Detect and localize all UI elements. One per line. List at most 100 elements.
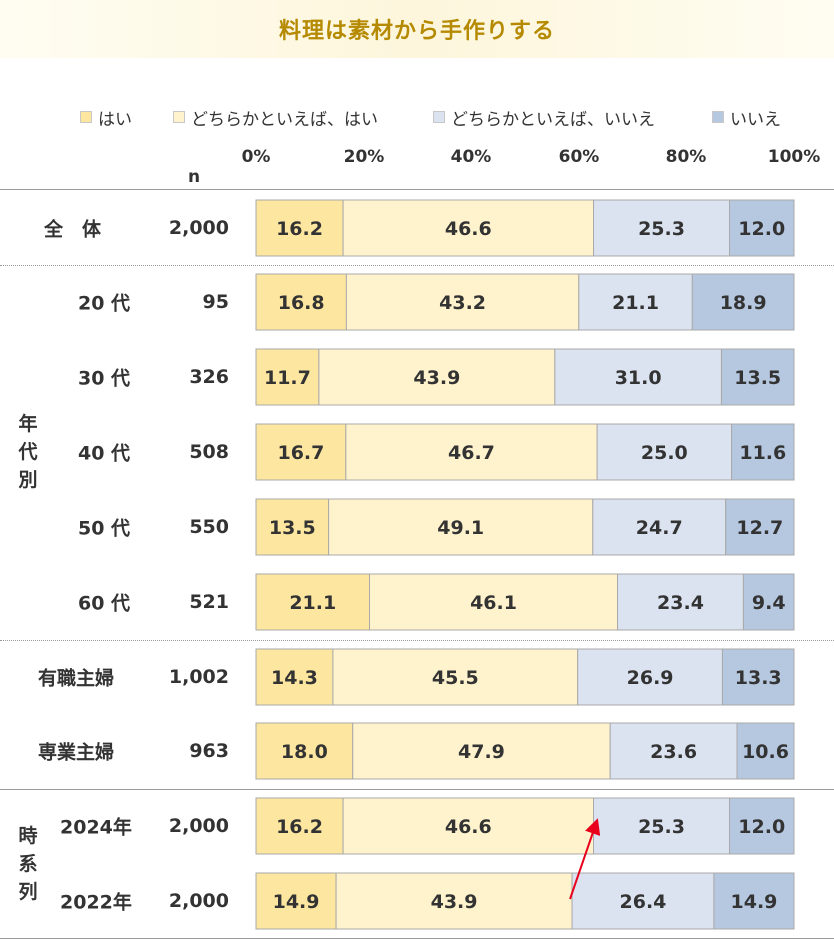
bar-segment xyxy=(617,573,744,631)
bar-segment xyxy=(691,273,795,331)
row-label: 20 代 xyxy=(78,292,131,315)
bar-value-label: 43.2 xyxy=(439,292,486,314)
bar-segment xyxy=(729,797,795,855)
bar-value-label: 46.6 xyxy=(445,218,492,240)
bar-value-label: 13.5 xyxy=(734,367,781,389)
bar-segment xyxy=(721,648,795,706)
legend-label: いいえ xyxy=(730,109,781,130)
n-column-header: n xyxy=(188,167,201,187)
bar-value-label: 11.6 xyxy=(739,442,786,464)
bar-value-label: 18.9 xyxy=(720,292,767,314)
bar-value-label: 16.2 xyxy=(276,218,323,240)
bar-value-label: 14.9 xyxy=(273,891,320,913)
row-n-value: 963 xyxy=(189,740,229,762)
legend-item: どちらかといえば、はい xyxy=(173,105,378,130)
row-separator xyxy=(0,640,834,641)
row-label: 50 代 xyxy=(78,517,131,540)
x-tick-label: 40% xyxy=(450,147,492,167)
bar-value-label: 16.2 xyxy=(276,816,323,838)
bar-value-label: 23.6 xyxy=(650,741,697,763)
x-tick-label: 60% xyxy=(558,147,600,167)
legend-swatch xyxy=(712,111,724,123)
row-label: 専業主婦 xyxy=(38,741,115,764)
bar-segment xyxy=(342,797,595,855)
row-label: 30 代 xyxy=(78,367,131,390)
row-n-value: 508 xyxy=(189,441,229,463)
legend-item: どちらかといえば、いいえ xyxy=(433,105,655,130)
bar-segment xyxy=(255,722,354,780)
group-label: 年代別 xyxy=(18,413,38,491)
bar-value-label: 18.0 xyxy=(281,741,328,763)
legend-item: はい xyxy=(80,105,132,130)
x-tick-label: 0% xyxy=(241,147,271,167)
bar-value-label: 12.0 xyxy=(738,816,785,838)
row-n-value: 2,000 xyxy=(168,890,229,912)
bar-segment xyxy=(255,648,334,706)
legend-swatch xyxy=(173,111,185,123)
bar-segment xyxy=(335,872,573,930)
row-n-value: 2,000 xyxy=(168,815,229,837)
bar-value-label: 12.7 xyxy=(736,517,783,539)
bar-segment xyxy=(720,348,795,406)
bar-segment xyxy=(729,199,795,257)
bar-value-label: 21.1 xyxy=(289,592,336,614)
chart-title: 料理は素材から手作りする xyxy=(278,19,555,44)
bar-value-label: 49.1 xyxy=(437,517,484,539)
bar-segment xyxy=(255,797,344,855)
x-tick-label: 20% xyxy=(343,147,385,167)
bar-value-label: 25.0 xyxy=(641,442,688,464)
bar-value-label: 21.1 xyxy=(612,292,659,314)
bar-value-label: 16.7 xyxy=(277,442,324,464)
bar-segment xyxy=(328,498,594,556)
bar-segment xyxy=(255,423,347,481)
legend-label: どちらかといえば、はい xyxy=(191,109,378,130)
row-n-value: 326 xyxy=(189,366,229,388)
row-n-value: 1,002 xyxy=(168,666,229,688)
legend-swatch xyxy=(80,111,92,123)
bar-value-label: 31.0 xyxy=(615,367,662,389)
row-separator xyxy=(0,789,834,790)
bar-value-label: 10.6 xyxy=(742,741,789,763)
bar-segment xyxy=(255,573,371,631)
bar-segment xyxy=(736,722,795,780)
chart-title-band: 料理は素材から手作りする xyxy=(0,0,834,58)
trend-arrow xyxy=(569,818,601,900)
row-label: 2022年 xyxy=(60,891,132,914)
row-label: 全 体 xyxy=(44,218,102,241)
bar-segment xyxy=(318,348,556,406)
bar-value-label: 12.0 xyxy=(738,218,785,240)
bar-value-label: 13.3 xyxy=(735,667,782,689)
bar-value-label: 14.9 xyxy=(731,891,778,913)
bar-segment xyxy=(742,573,795,631)
bar-segment xyxy=(554,348,722,406)
bar-segment xyxy=(352,722,611,780)
row-n-value: 2,000 xyxy=(168,217,229,239)
x-tick-label: 80% xyxy=(665,147,707,167)
bar-segment xyxy=(345,423,598,481)
bar-segment xyxy=(593,797,731,855)
bar-value-label: 46.7 xyxy=(448,442,495,464)
legend-item: いいえ xyxy=(712,105,781,130)
group-label: 時系列 xyxy=(18,824,38,903)
bar-segment xyxy=(255,348,320,406)
row-separator xyxy=(0,265,834,266)
row-n-value: 550 xyxy=(189,516,229,538)
bar-value-label: 47.9 xyxy=(458,741,505,763)
bar-value-label: 26.9 xyxy=(627,667,674,689)
bar-value-label: 24.7 xyxy=(636,517,683,539)
row-n-value: 95 xyxy=(202,291,229,313)
bar-segment xyxy=(578,273,693,331)
bar-segment xyxy=(731,423,795,481)
row-label: 有職主婦 xyxy=(38,667,115,690)
bar-value-label: 46.1 xyxy=(470,592,517,614)
bar-segment xyxy=(255,199,344,257)
row-n-value: 521 xyxy=(189,591,229,613)
bar-segment xyxy=(332,648,579,706)
bar-value-label: 23.4 xyxy=(657,592,704,614)
bar-value-label: 9.4 xyxy=(752,592,786,614)
bar-segment xyxy=(725,498,795,556)
legend-swatch xyxy=(433,111,445,123)
legend-label: はい xyxy=(98,109,132,130)
